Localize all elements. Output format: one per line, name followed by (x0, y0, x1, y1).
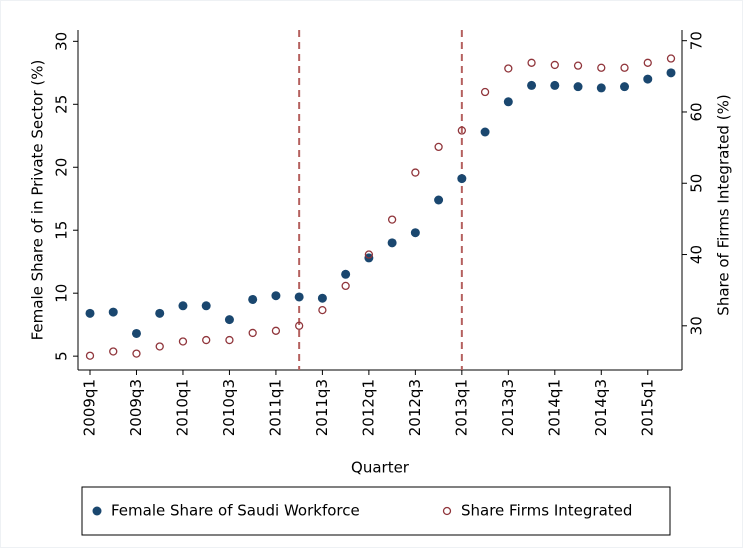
data-point (248, 294, 258, 304)
data-point (108, 307, 118, 317)
data-point (480, 87, 490, 97)
x-tick-label: 2013q1 (452, 379, 470, 436)
data-point (387, 238, 397, 248)
y2-axis-title: Share of Firms Integrated (%) (715, 94, 733, 315)
data-point (271, 326, 281, 335)
x-tick-label: 2011q3 (313, 379, 331, 436)
y2-tick-label: 60 (688, 102, 706, 121)
x-tick-label: 2011q1 (266, 379, 284, 436)
data-point (225, 335, 234, 345)
data-point (202, 335, 211, 345)
data-point (666, 54, 676, 63)
data-point (85, 308, 95, 318)
data-point (573, 82, 583, 92)
x-tick-label: 2014q3 (592, 379, 610, 436)
y-tick-label: 30 (53, 32, 71, 51)
y-tick-label: 5 (53, 351, 71, 361)
data-point (317, 293, 327, 303)
legend-marker (92, 506, 102, 516)
data-point (457, 174, 467, 184)
legend-label: Female Share of Saudi Workforce (111, 502, 360, 520)
data-point (457, 126, 466, 135)
data-point (294, 292, 304, 302)
x-tick-label: 2010q1 (173, 379, 191, 436)
y-tick-label: 10 (53, 284, 71, 303)
data-point (573, 61, 583, 70)
y-tick-label: 15 (53, 221, 71, 240)
data-point (132, 349, 141, 358)
x-tick-label: 2013q3 (499, 379, 517, 436)
data-point (527, 58, 536, 67)
data-point (364, 250, 374, 259)
data-point (434, 195, 444, 205)
x-tick-label: 2015q1 (638, 379, 656, 436)
data-point (387, 215, 397, 224)
data-point (271, 291, 281, 301)
data-point (597, 63, 606, 72)
y2-tick-label: 70 (688, 31, 706, 50)
data-point (341, 281, 350, 291)
data-point (224, 315, 234, 325)
data-point (620, 82, 630, 92)
data-point (411, 168, 420, 177)
data-point (550, 60, 559, 70)
x-axis-title: Quarter (351, 459, 410, 477)
data-point (410, 228, 420, 238)
legend-box (81, 486, 671, 536)
legend-label: Share Firms Integrated (461, 502, 632, 520)
x-tick-label: 2012q3 (406, 379, 424, 436)
y2-tick-label: 30 (688, 316, 706, 335)
x-tick-label: 2014q1 (545, 379, 563, 436)
data-point (295, 321, 304, 330)
data-point (620, 63, 629, 72)
data-point (131, 328, 141, 338)
data-point (503, 97, 513, 107)
x-tick-label: 2009q3 (127, 379, 145, 436)
data-point (155, 308, 165, 318)
data-point (201, 301, 211, 311)
data-point (85, 351, 95, 360)
data-point (109, 347, 118, 356)
data-point (341, 269, 351, 279)
y2-tick-label: 40 (688, 245, 706, 264)
y-tick-label: 25 (53, 95, 71, 114)
data-point (318, 305, 327, 315)
y2-tick-label: 50 (688, 174, 706, 193)
x-tick-label: 2012q1 (359, 379, 377, 436)
data-point (643, 58, 652, 67)
y-axis-title: Female Share of in Private Sector (%) (29, 60, 47, 341)
data-point (527, 80, 537, 90)
x-tick-label: 2010q3 (220, 379, 238, 436)
data-point (178, 301, 188, 311)
data-point (434, 142, 443, 152)
legend-marker (442, 506, 452, 516)
data-point (155, 342, 164, 351)
x-tick-label: 2009q1 (81, 379, 99, 436)
data-point (666, 68, 676, 78)
data-point (480, 127, 490, 137)
data-point (178, 337, 188, 346)
data-point (643, 74, 653, 84)
data-point (504, 64, 513, 73)
data-point (596, 83, 606, 93)
data-point (248, 328, 257, 338)
data-point (550, 80, 560, 90)
y-tick-label: 20 (53, 158, 71, 177)
